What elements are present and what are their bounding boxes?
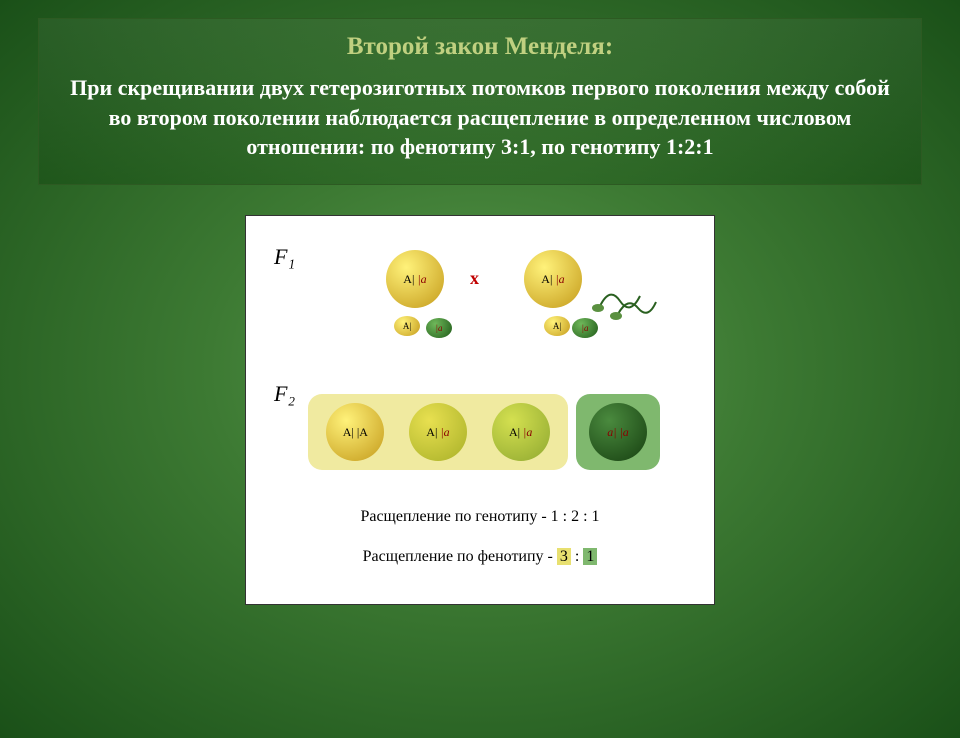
phenotype-ratio-caption: Расщепление по фенотипу - 3 : 1: [246, 548, 714, 566]
genotype-Aa: A| |a: [403, 272, 426, 287]
f2-Aa: A| |a: [409, 403, 467, 461]
f1-parent-2: A| |a: [524, 250, 582, 308]
gamete-a: |a: [426, 318, 452, 338]
gamete-label: |a: [582, 323, 589, 333]
gamete-A: A|: [544, 316, 570, 336]
genotype-AA: A| |A: [343, 425, 368, 440]
f2-dominant-group: A| |A A| |a A| |a: [308, 394, 568, 470]
cross-symbol: x: [470, 268, 479, 289]
genotype-ratio-caption: Расщепление по генотипу - 1 : 2 : 1: [246, 508, 714, 526]
genotype-Aa: A| |a: [541, 272, 564, 287]
ratio-3: 3: [557, 548, 571, 565]
gamete-label: A|: [403, 321, 411, 331]
gamete-label: |a: [436, 323, 443, 333]
sperm-icon: [590, 266, 660, 336]
phenotype-prefix: Расщепление по фенотипу -: [363, 548, 557, 565]
genotype-Aa: A| |a: [509, 425, 532, 440]
genotype-Aa: A| |a: [426, 425, 449, 440]
ratio-colon: :: [571, 548, 583, 565]
gamete-A: A|: [394, 316, 420, 336]
slide-body: При скрещивании двух гетерозиготных пото…: [59, 73, 901, 162]
gamete-a: |a: [572, 318, 598, 338]
f2-aa: a| |a: [589, 403, 647, 461]
f1-parent-1: A| |a: [386, 250, 444, 308]
genotype-aa: a| |a: [607, 425, 629, 440]
f2-recessive-group: a| |a: [576, 394, 660, 470]
f2-AA: A| |A: [326, 403, 384, 461]
gamete-label: A|: [553, 321, 561, 331]
ratio-1: 1: [583, 548, 597, 565]
f2-Aa: A| |a: [492, 403, 550, 461]
slide-title: Второй закон Менделя:: [59, 33, 901, 61]
text-panel: Второй закон Менделя: При скрещивании дв…: [38, 18, 922, 185]
diagram-frame: F₁ F₂ A| |a x A| |a A| |a A| |a A| |A A|…: [245, 215, 715, 605]
f1-label: F₁: [274, 244, 295, 270]
f2-label: F₂: [274, 381, 295, 407]
